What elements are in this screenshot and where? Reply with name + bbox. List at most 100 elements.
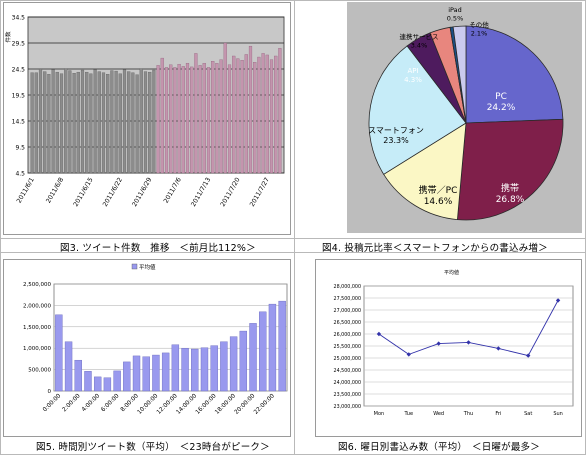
daily-tweet-bar [211,61,215,174]
figure5-panel: 0 500,000 1,000,000 1,500,000 2,000,000 2,500… [3,259,291,437]
daily-tweet-bar [110,70,114,174]
hourly-bar [113,370,121,392]
figure3-caption: 図3. ツイート件数 推移 ＜前月比112%＞ [60,243,256,254]
hourly-bar [239,330,248,392]
daily-tweet-bar [227,64,232,174]
hourly-bar [55,314,63,392]
y-tick-label: 0 [48,389,52,395]
slice-value-label: 4.3% [404,76,422,84]
daily-tweet-bar [181,66,185,174]
figure4-panel: PC 24.2% 携帯 26.8% 携帯／PC 14.6% スマートフォン 23.3% API 4… [347,2,582,233]
daily-tweet-bar [269,59,274,174]
x-tick-label: 2011/7/20 [219,177,241,208]
y-tick-label: 27,500,000 [334,296,361,302]
slice-label: PC [495,92,507,102]
daily-tweet-bar [265,54,269,174]
y-tick-label: 26,500,000 [334,320,361,326]
daily-tweet-bar [219,59,223,174]
daily-tweet-bar [143,71,148,174]
hourly-bar [84,371,92,392]
daily-tweet-bar [106,74,110,174]
frame-line-left [0,0,1,455]
weekday-point [376,331,382,337]
x-tick-label: 2011/7/27 [249,177,271,208]
daily-tweet-bar [185,63,190,174]
daily-tweet-bar [194,53,198,174]
daily-tweet-bar [152,69,156,174]
hourly-bar [220,341,228,392]
x-tick-label: 2:00:00 [62,393,82,413]
pie-slice [368,45,467,175]
x-tick-label: 2011/7/6 [163,177,183,205]
hourly-bar [200,347,209,392]
daily-tweet-bar [101,72,106,174]
daily-tweet-bar [244,54,248,174]
daily-tweet-bar [93,69,97,174]
daily-tweet-bar [43,71,47,174]
hourly-bar [132,355,141,392]
hourly-bar [123,361,131,392]
slice-value-label: 24.2% [487,103,516,113]
slice-label: 連携サービス [400,32,439,41]
daily-tweet-bar [274,55,278,174]
hourly-bar [259,311,267,392]
daily-tweet-bar [55,71,59,174]
y-tick-label: 34.5 [12,15,26,22]
x-tick-label: 0:00:00 [42,393,62,413]
slice-label: その他 [469,20,489,29]
daily-tweet-bar [261,53,265,174]
slice-value-label: 14.6% [424,197,453,207]
daily-tweet-bar [139,68,143,174]
daily-tweet-bar [206,67,211,174]
daily-tweet-bar [85,71,89,174]
daily-tweet-bar [278,48,282,174]
y-tick-label: 23,500,000 [334,392,361,398]
hourly-bar [278,300,286,392]
weekday-point [406,352,411,357]
x-tick-label: Thu [463,411,473,417]
daily-tweet-bar [236,58,240,174]
figure5-chart: 0 500,000 1,000,000 1,500,000 2,000,000 2,500… [23,263,288,416]
daily-tweet-bar [156,65,160,174]
daily-tweet-bar [30,72,34,174]
daily-tweet-bar [89,73,93,174]
y-tick-label: 14.5 [12,119,26,126]
hourly-bar [74,359,82,392]
daily-tweet-bar [38,68,43,174]
daily-tweet-bar [97,71,101,174]
y-tick-label: 24,000,000 [334,380,361,386]
y-tick-label: 24.5 [12,67,26,74]
daily-tweet-bar [202,63,206,174]
x-tick-label: Sat [524,411,532,417]
y-axis-label: 件数 [4,31,12,43]
legend-swatch [131,263,138,270]
weekday-point [466,340,471,345]
slice-label: 携帯／PC [419,184,458,196]
figure6-panel: 23,000,000 23,500,000 24,000,000 24,500,000… [315,259,582,437]
legend-label: 平均値 [139,263,156,271]
hourly-bar [161,352,170,392]
daily-tweet-bar [127,71,131,174]
daily-tweet-bar [47,74,51,174]
hourly-bar [152,354,160,392]
slice-label: iPad [448,6,462,14]
y-tick-label: 1,000,000 [23,346,51,352]
y-tick-label: 25,500,000 [334,344,361,350]
y-tick-label: 500,000 [28,368,51,374]
figure6-chart: 23,000,000 23,500,000 24,000,000 24,500,000… [334,269,574,417]
daily-tweet-bar [160,57,164,174]
hourly-bar [142,356,150,392]
x-tick-label: Fri [495,411,501,417]
figure3-chart: 4.5 9.5 14.5 19.5 24.5 29.5 34.5 件数 2011/6/1 2011… [4,15,285,208]
daily-tweet-bar [122,69,127,174]
daily-tweet-bar [240,60,244,174]
figure6-caption: 図6. 曜日別書込み数（平均） ＜日曜が最多＞ [338,442,540,453]
figure3-panel: 4.5 9.5 14.5 19.5 24.5 29.5 34.5 件数 2011/6/1 2011… [3,2,291,235]
daily-tweet-bar [173,67,177,174]
daily-tweet-bar [34,72,38,174]
hourly-bar [181,347,189,392]
x-tick-label: 2011/6/1 [16,177,36,205]
x-tick-label: Sun [553,411,563,417]
frame-line-center [294,0,295,455]
figure5-caption: 図5. 時間別ツイート数（平均） ＜23時台がピーク＞ [36,442,270,453]
